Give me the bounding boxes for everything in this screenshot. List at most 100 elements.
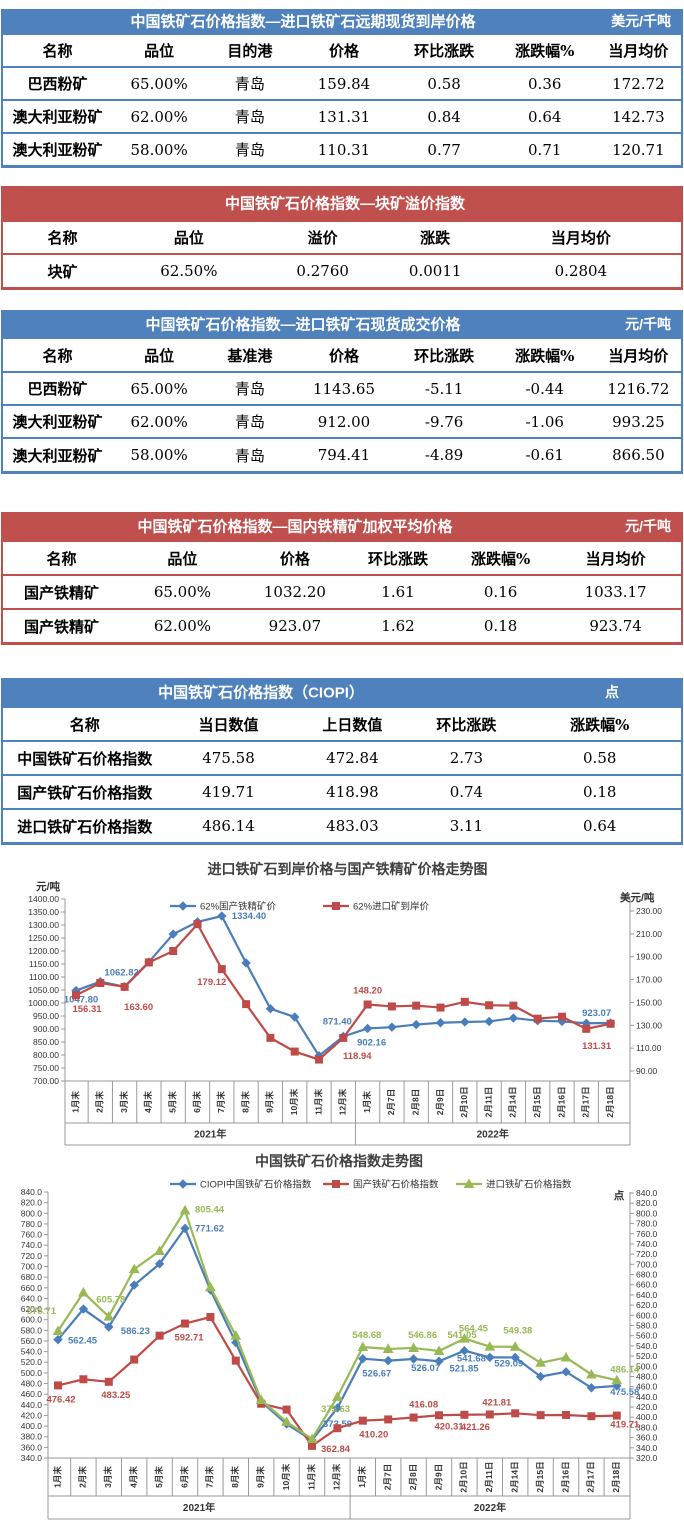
table-row: 国产铁精矿 62.00% 923.07 1.62 0.18 923.74 <box>3 608 681 642</box>
table-unit: 美元/千吨 <box>611 13 671 29</box>
year-group-label: 2022年 <box>474 1501 506 1514</box>
triangle-marker <box>357 1341 369 1351</box>
table-cell: -9.76 <box>424 412 464 431</box>
square-marker <box>193 920 202 929</box>
left-tick-label: 1150.00 <box>29 959 59 969</box>
square-marker <box>384 1415 393 1424</box>
data-label: 529.09 <box>494 1358 523 1369</box>
square-marker <box>266 1033 275 1042</box>
diamond-marker <box>484 1016 494 1027</box>
table-cell: 58.00% <box>130 140 188 159</box>
left-tick-label: 1350.00 <box>28 907 59 917</box>
square-marker <box>308 1441 316 1450</box>
category-label: 2月17日 <box>581 1086 591 1117</box>
table-domestic-concentrate-weighted-price: 中国铁矿石价格指数—国内铁精矿加权平均价格 元/千吨 名称 品位 价格 环比涨跌 涨跌幅… <box>1 512 683 645</box>
right-tick-label: 400.0 <box>636 1412 658 1422</box>
left-tick-label: 400.0 <box>21 1421 43 1431</box>
square-marker <box>231 1356 240 1365</box>
square-marker <box>409 1413 418 1422</box>
right-tick-label: 170.00 <box>636 975 662 985</box>
table-cell: 0.16 <box>483 583 518 601</box>
column-header: 涨跌幅% <box>470 549 531 568</box>
left-tick-label: 480.0 <box>21 1379 43 1389</box>
column-header: 价格 <box>279 549 310 568</box>
table-cell: 青岛 <box>234 413 265 431</box>
table-cell: 国产铁精矿 <box>23 583 99 602</box>
right-tick-label: 640.0 <box>636 1290 658 1300</box>
right-tick-label: 740.0 <box>636 1239 658 1249</box>
table-row: 澳大利亚粉矿 58.00% 青岛 110.31 0.77 0.71 120.71 <box>3 132 681 165</box>
table-row: 巴西粉矿 65.00% 青岛 1143.65 -5.11 -0.44 1216.72 <box>3 371 681 404</box>
right-tick-label: 130.00 <box>636 1020 662 1030</box>
diamond-marker <box>289 1012 300 1022</box>
table-cell: 巴西粉矿 <box>27 75 88 93</box>
triangle-marker <box>154 1245 165 1256</box>
table-cell: 794.41 <box>317 446 371 464</box>
table-cell: 青岛 <box>234 108 265 126</box>
square-marker <box>181 1319 189 1328</box>
left-tick-label: 540.0 <box>21 1347 43 1357</box>
right-tick-label: 340.0 <box>636 1443 658 1453</box>
diamond-marker <box>78 1304 89 1314</box>
diamond-marker <box>332 1403 343 1413</box>
category-label: 11月末 <box>313 1089 323 1115</box>
triangle-marker <box>586 1368 597 1379</box>
table-cell: 中国铁矿石价格指数 <box>17 749 153 768</box>
table-cell: 0.71 <box>528 140 562 159</box>
year-group-label: 2021年 <box>183 1501 215 1514</box>
square-marker <box>290 1047 299 1056</box>
diamond-marker <box>168 929 178 939</box>
square-marker <box>358 1416 367 1425</box>
category-label: 2月15日 <box>535 1461 545 1492</box>
table-cell: 472.84 <box>326 749 379 767</box>
column-header: 当月均价 <box>550 229 611 247</box>
column-header: 品位 <box>144 42 175 60</box>
square-marker <box>485 1001 494 1010</box>
table-body: 中国铁矿石价格指数 475.58 472.84 2.73 0.58 国产铁矿石价格指数 41… <box>3 740 681 842</box>
table-title-bar: 中国铁矿石价格指数（CIOPI） 点 <box>3 678 681 706</box>
square-marker <box>582 1024 591 1033</box>
category-label: 5月末 <box>154 1466 164 1488</box>
triangle-marker <box>459 1333 470 1343</box>
table-title-bar: 中国铁矿石价格指数—进口铁矿石现货成交价格 元/千吨 <box>3 310 681 337</box>
diamond-marker <box>510 1352 520 1363</box>
left-tick-label: 720.0 <box>21 1251 43 1261</box>
square-marker <box>315 1055 323 1064</box>
data-label: 605.78 <box>96 1295 125 1306</box>
data-label: 421.26 <box>461 1422 490 1433</box>
table-cell: -4.89 <box>424 446 464 464</box>
column-header: 品位 <box>144 346 175 365</box>
left-tick-label: 850.00 <box>33 1037 59 1047</box>
triangle-marker <box>509 1341 521 1351</box>
table-title: 中国铁矿石价格指数—进口铁矿石现货成交价格 <box>145 316 461 333</box>
series-1: 476.42 483.25 592.71 362.84 410.20 416.08 420.… <box>46 1313 640 1455</box>
diamond-marker <box>265 1004 276 1014</box>
table-cell: 923.07 <box>268 617 322 635</box>
table-row: 澳大利亚粉矿 58.00% 青岛 794.41 -4.89 -0.61 866.50 <box>3 437 681 471</box>
right-axis-title: 点 <box>614 1189 625 1202</box>
left-tick-label: 560.0 <box>21 1336 43 1346</box>
category-label: 2月18日 <box>605 1086 615 1117</box>
category-label: 2月16日 <box>560 1461 570 1492</box>
column-header: 当月均价 <box>585 549 646 568</box>
year-group-label: 2022年 <box>477 1128 509 1141</box>
table-cell: -0.44 <box>525 379 564 398</box>
data-label: 486.14 <box>610 1364 640 1375</box>
table-header-row: 名称 品位 基准港 价格 环比涨跌 涨跌幅% 当月均价 <box>3 337 681 371</box>
data-label: 156.31 <box>72 1004 102 1015</box>
category-label: 2月10日 <box>459 1086 469 1117</box>
table-cell: 青岛 <box>234 141 265 159</box>
legend-label: 进口铁矿石价格指数 <box>486 1179 572 1191</box>
table-cell: 131.31 <box>317 107 371 126</box>
square-marker <box>460 1410 469 1419</box>
category-axis: 1月末 2月末 3月末 4月末 5月末 6月末 7月末 8月末 9月末 10月末 11月末 12月末 1… <box>47 1458 631 1519</box>
category-label: 2月末 <box>78 1466 88 1488</box>
right-tick-label: 700.0 <box>636 1259 658 1269</box>
right-tick-label: 820.0 <box>636 1198 658 1208</box>
table-cell: 国产铁矿石价格指数 <box>17 783 153 802</box>
table-title-bar: 中国铁矿石价格指数—进口铁矿石远期现货到岸价格 美元/千吨 <box>3 9 681 33</box>
table-title: 中国铁矿石价格指数—块矿溢价指数 <box>224 195 466 213</box>
triangle-marker <box>128 1263 140 1274</box>
left-axis: 840.0820.0800.0780.0760.0740.0720.0700.0… <box>21 1187 48 1463</box>
table-cell: 65.00% <box>153 583 212 601</box>
